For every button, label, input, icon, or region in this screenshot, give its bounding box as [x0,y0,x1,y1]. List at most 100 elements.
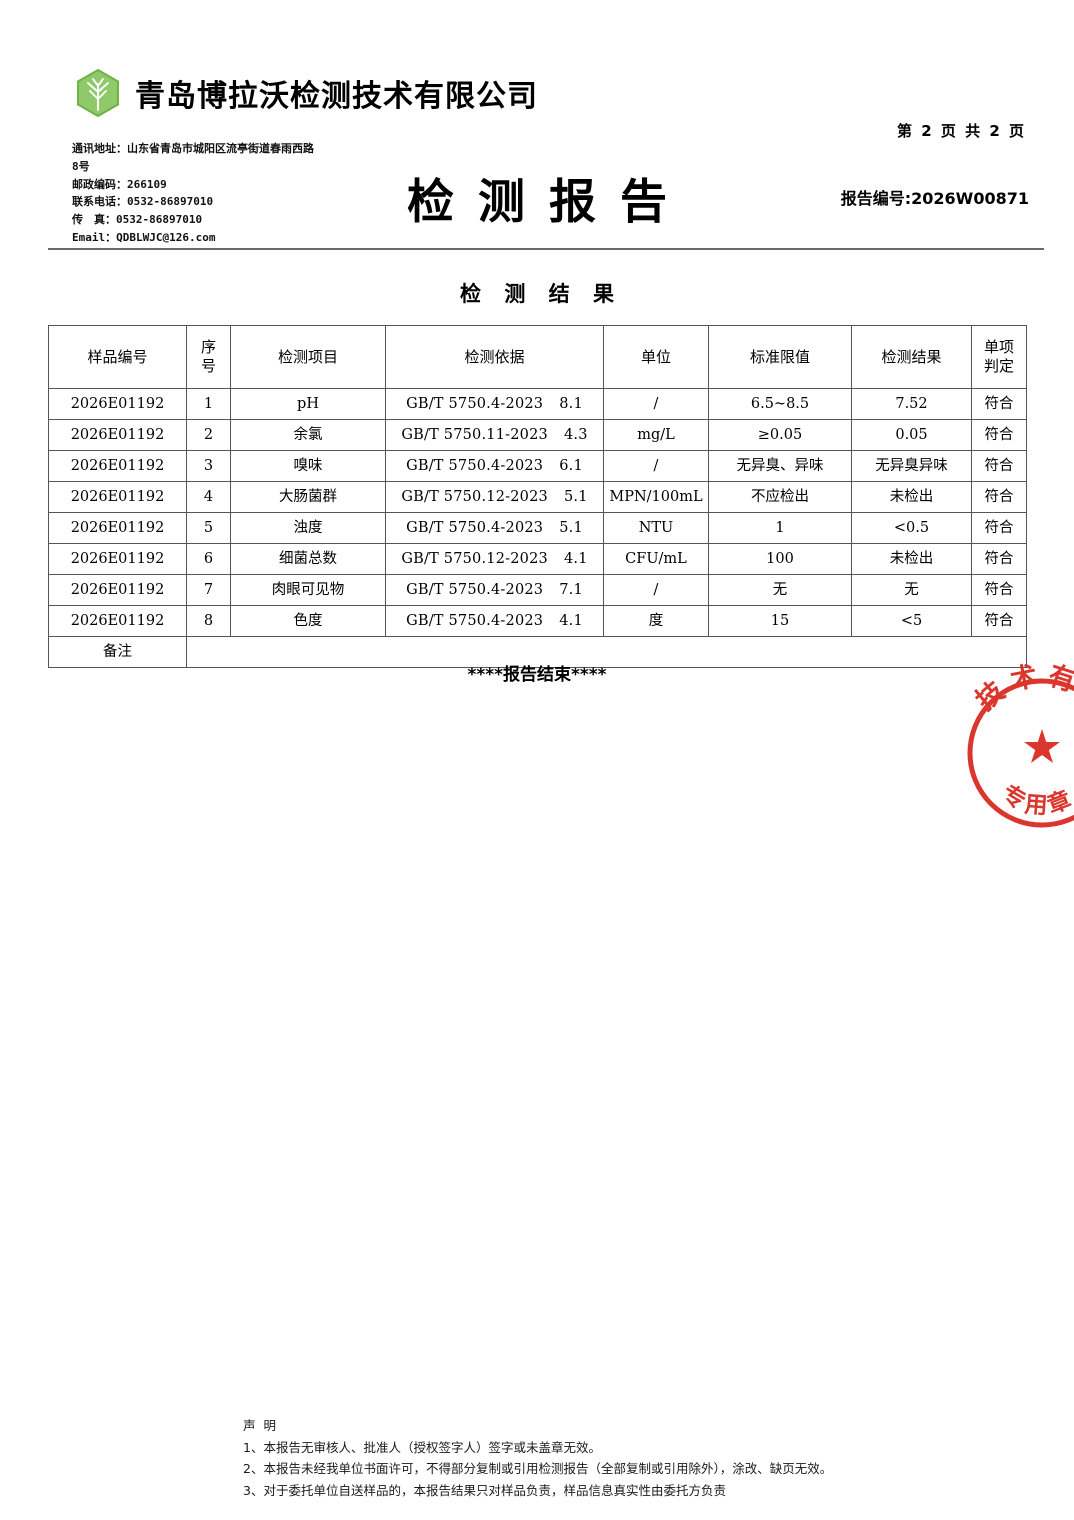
table-row: 2026E01192 3 嗅味 GB/T 5750.4-2023 6.1 / 无… [48,450,1027,482]
cell-item: 细菌总数 [230,543,386,575]
table-row: 2026E01192 2 余氯 GB/T 5750.11-2023 4.3 mg… [48,419,1027,451]
contact-address-label: 通讯地址： [72,142,127,155]
col-header-seq-line1: 序 [200,338,216,357]
cell-verdict: 符合 [971,543,1027,575]
cell-unit: CFU/mL [603,543,709,575]
cell-verdict: 符合 [971,512,1027,544]
cell-seq: 3 [186,450,231,482]
col-header-item: 检测项目 [230,325,386,389]
col-header-verdict: 单项 判定 [971,325,1027,389]
cell-verdict: 符合 [971,450,1027,482]
cell-verdict: 符合 [971,419,1027,451]
cell-limit: 15 [708,605,852,637]
cell-basis-standard: GB/T 5750.4-2023 [406,581,544,598]
cell-item: 嗅味 [230,450,386,482]
cell-limit: 无 [708,574,852,606]
col-header-seq: 序 号 [186,325,231,389]
cell-basis-clause: 7.1 [559,581,583,598]
cell-unit: NTU [603,512,709,544]
contact-phone: 联系电话：0532-86897010 [72,195,214,209]
cell-unit: / [603,388,709,420]
table-row: 2026E01192 4 大肠菌群 GB/T 5750.12-2023 5.1 … [48,481,1027,513]
cell-result: 无异臭异味 [851,450,972,482]
declaration-block: 声 明 1、本报告无审核人、批准人（授权签字人）签字或未盖章无效。 2、本报告未… [243,1415,943,1501]
cell-seq: 4 [186,481,231,513]
cell-result: <5 [851,605,972,637]
cell-unit: / [603,450,709,482]
cell-basis-clause: 5.1 [563,488,588,505]
cell-limit: 6.5~8.5 [708,388,852,420]
cell-verdict: 符合 [971,481,1027,513]
cell-basis: GB/T 5750.4-2023 8.1 [385,388,604,420]
svg-text:专用章: 专用章 [997,780,1074,820]
remark-label: 备注 [48,636,187,668]
cell-basis-standard: GB/T 5750.12-2023 [401,488,548,505]
cell-basis-standard: GB/T 5750.4-2023 [406,395,544,412]
contact-email: Email：QDBLWJC@126.com [72,231,216,245]
contact-address-line: 通讯地址：山东省青岛市城阳区流亭街道春雨西路 [72,140,342,158]
cell-result: 无 [851,574,972,606]
cell-sample-no: 2026E01192 [48,574,187,606]
cell-sample-no: 2026E01192 [48,481,187,513]
contact-fax: 传 真：0532-86897010 [72,213,203,227]
table-row: 2026E01192 5 浊度 GB/T 5750.4-2023 5.1 NTU… [48,512,1027,544]
cell-basis-standard: GB/T 5750.11-2023 [401,426,548,443]
cell-item: 肉眼可见物 [230,574,386,606]
col-header-unit: 单位 [603,325,709,389]
cell-basis-clause: 6.1 [559,457,583,474]
table-row: 2026E01192 6 细菌总数 GB/T 5750.12-2023 4.1 … [48,543,1027,575]
cell-limit: ≥0.05 [708,419,852,451]
cell-basis-clause: 8.1 [559,395,583,412]
contact-info-block: 通讯地址：山东省青岛市城阳区流亭街道春雨西路 8号 邮政编码：266109 联系… [72,140,342,247]
cell-unit: mg/L [603,419,709,451]
cell-sample-no: 2026E01192 [48,419,187,451]
col-header-limit: 标准限值 [708,325,852,389]
cell-seq: 7 [186,574,231,606]
cell-verdict: 符合 [971,574,1027,606]
cell-basis: GB/T 5750.4-2023 4.1 [385,605,604,637]
col-header-result: 检测结果 [851,325,972,389]
cell-item: 余氯 [230,419,386,451]
cell-seq: 5 [186,512,231,544]
cell-unit: / [603,574,709,606]
col-header-verdict-line2: 判定 [983,357,1014,375]
contact-address-line-2: 8号 [72,159,90,173]
cell-basis: GB/T 5750.11-2023 4.3 [385,419,604,451]
cell-seq: 1 [186,388,231,420]
cell-unit: 度 [603,605,709,637]
cell-basis-standard: GB/T 5750.4-2023 [406,612,544,629]
cell-sample-no: 2026E01192 [48,450,187,482]
col-header-verdict-line1: 单项 [983,338,1014,357]
cell-limit: 不应检出 [708,481,852,513]
results-table: 样品编号 序 号 检测项目 检测依据 单位 标准限值 检测结果 单项 判定 20… [48,325,1027,668]
cell-basis-standard: GB/T 5750.4-2023 [406,457,544,474]
table-row: 2026E01192 8 色度 GB/T 5750.4-2023 4.1 度 1… [48,605,1027,637]
cell-basis: GB/T 5750.4-2023 7.1 [385,574,604,606]
document-title: 检测报告 [407,175,691,230]
col-header-basis: 检测依据 [385,325,604,389]
cell-item: 大肠菌群 [230,481,386,513]
cell-item: pH [230,388,386,420]
cell-basis-clause: 4.3 [563,426,588,443]
cell-result: <0.5 [851,512,972,544]
cell-sample-no: 2026E01192 [48,388,187,420]
cell-item: 色度 [230,605,386,637]
official-seal-stamp: 技术有限公司 专用章 [952,663,1074,843]
cell-verdict: 符合 [971,605,1027,637]
header-divider [48,248,1044,250]
company-header: 青岛博拉沃检测技术有限公司 [75,68,538,118]
declaration-line-1: 1、本报告无审核人、批准人（授权签字人）签字或未盖章无效。 [243,1439,601,1455]
cell-seq: 8 [186,605,231,637]
col-header-sample-no: 样品编号 [48,325,187,389]
hexagon-tree-logo-icon [75,68,121,118]
cell-result: 7.52 [851,388,972,420]
cell-unit: MPN/100mL [603,481,709,513]
cell-item: 浊度 [230,512,386,544]
results-section-title: 检 测 结 果 [460,281,622,306]
cell-limit: 无异臭、异味 [708,450,852,482]
cell-basis: GB/T 5750.12-2023 4.1 [385,543,604,575]
cell-basis: GB/T 5750.4-2023 5.1 [385,512,604,544]
cell-verdict: 符合 [971,388,1027,420]
company-name: 青岛博拉沃检测技术有限公司 [135,79,538,114]
